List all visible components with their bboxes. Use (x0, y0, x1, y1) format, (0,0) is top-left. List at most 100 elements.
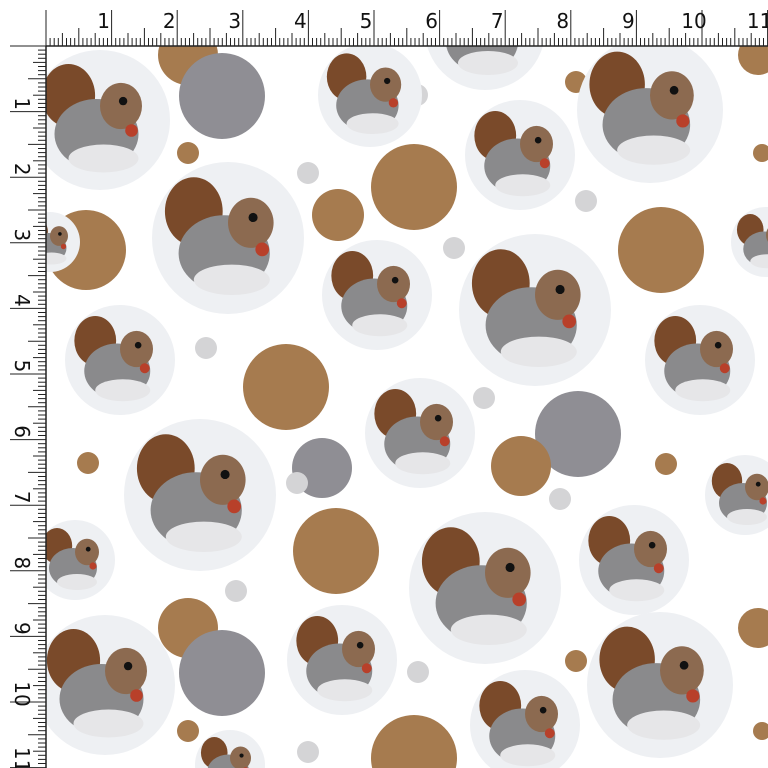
ruler-label: 3 (228, 9, 241, 33)
dot (655, 453, 677, 475)
squirrel-belly (458, 51, 518, 75)
squirrel-eye (539, 706, 547, 714)
squirrel-head (700, 330, 733, 368)
squirrel-eye (123, 661, 133, 671)
squirrel-medallion (459, 234, 611, 386)
ruler-label: 6 (425, 9, 438, 33)
squirrel-head (342, 630, 375, 668)
dot (753, 722, 768, 740)
ruler-label: 4 (294, 9, 307, 33)
squirrel-nut (512, 592, 527, 607)
squirrel-belly (750, 254, 768, 269)
squirrel-medallion (46, 212, 80, 272)
squirrel-belly (395, 452, 451, 475)
dot (195, 337, 217, 359)
squirrel-eye (505, 562, 515, 573)
squirrel-belly (500, 744, 556, 767)
ruler-label: 7 (491, 9, 504, 33)
squirrel-belly (346, 113, 399, 134)
ruler-label: 3 (10, 228, 34, 241)
ruler-label: 2 (10, 163, 34, 176)
squirrel-nut (60, 243, 67, 250)
ruler-label: 7 (10, 491, 34, 504)
squirrel-head (485, 547, 531, 598)
ruler-label: 1 (97, 9, 110, 33)
squirrel-nut (686, 689, 700, 703)
squirrel-eye (58, 232, 62, 236)
dot (297, 162, 319, 184)
dot (286, 472, 308, 494)
dot (549, 488, 571, 510)
dot (753, 144, 768, 162)
dot (565, 650, 587, 672)
squirrel-medallion (65, 305, 175, 415)
squirrel-belly (165, 521, 242, 552)
dot (618, 207, 704, 293)
squirrel-belly (95, 379, 151, 402)
dot (177, 720, 199, 742)
squirrel-eye (384, 77, 391, 85)
squirrel-medallion (365, 378, 475, 488)
squirrel-medallion (409, 512, 561, 664)
squirrel-belly (46, 252, 67, 265)
squirrel-belly (609, 579, 665, 602)
squirrel-nut (544, 728, 555, 739)
dot (297, 741, 319, 763)
squirrel-medallion (645, 305, 755, 415)
ruler-label: 9 (622, 9, 635, 33)
squirrel-eye (555, 284, 565, 295)
squirrel-eye (85, 546, 91, 552)
squirrel-medallion (287, 605, 397, 715)
squirrel-head (370, 67, 402, 102)
squirrel-medallion (705, 455, 768, 535)
squirrel-eye (679, 660, 689, 670)
squirrel-head (105, 647, 147, 695)
squirrel-nut (130, 689, 143, 702)
squirrel-medallion (124, 419, 276, 571)
dot (293, 508, 379, 594)
squirrel-nut (361, 663, 372, 674)
squirrel-nut (719, 363, 730, 374)
squirrel-eye (220, 469, 230, 480)
squirrel-eye (714, 341, 722, 349)
squirrel-medallion (152, 162, 304, 314)
dot (225, 580, 247, 602)
squirrel-medallion (46, 520, 115, 600)
squirrel-medallion (579, 505, 689, 615)
ruler-label: 11 (747, 9, 768, 33)
squirrel-belly (73, 709, 144, 738)
squirrel-nut (439, 436, 450, 447)
ruler-label: 8 (556, 9, 569, 33)
ruler-label: 10 (681, 9, 706, 33)
squirrel-belly (500, 336, 577, 367)
ruler-label: 9 (10, 622, 34, 635)
squirrel-belly (352, 314, 408, 337)
squirrel-medallion (322, 240, 432, 350)
squirrel-belly (627, 710, 701, 740)
squirrel-medallion (731, 207, 768, 277)
squirrel-belly (450, 614, 527, 645)
squirrel-head (535, 269, 581, 320)
squirrel-nut (759, 497, 767, 505)
squirrel-nut (653, 563, 664, 574)
dot (738, 46, 768, 75)
squirrel-eye (534, 136, 542, 144)
ruler-label: 6 (10, 425, 34, 438)
dot (179, 53, 265, 139)
squirrel-eye (248, 212, 258, 223)
squirrel-eye (118, 96, 128, 106)
squirrel-belly (675, 379, 731, 402)
dot (473, 387, 495, 409)
squirrel-belly (68, 144, 139, 173)
dot (177, 142, 199, 164)
squirrel-head (420, 403, 453, 441)
squirrel-head (200, 454, 246, 505)
ruler-label: 4 (10, 294, 34, 307)
squirrel-medallion (195, 730, 265, 768)
dot (371, 715, 457, 768)
squirrel-nut (89, 562, 97, 570)
squirrel-nut (125, 124, 138, 137)
dot (243, 344, 329, 430)
